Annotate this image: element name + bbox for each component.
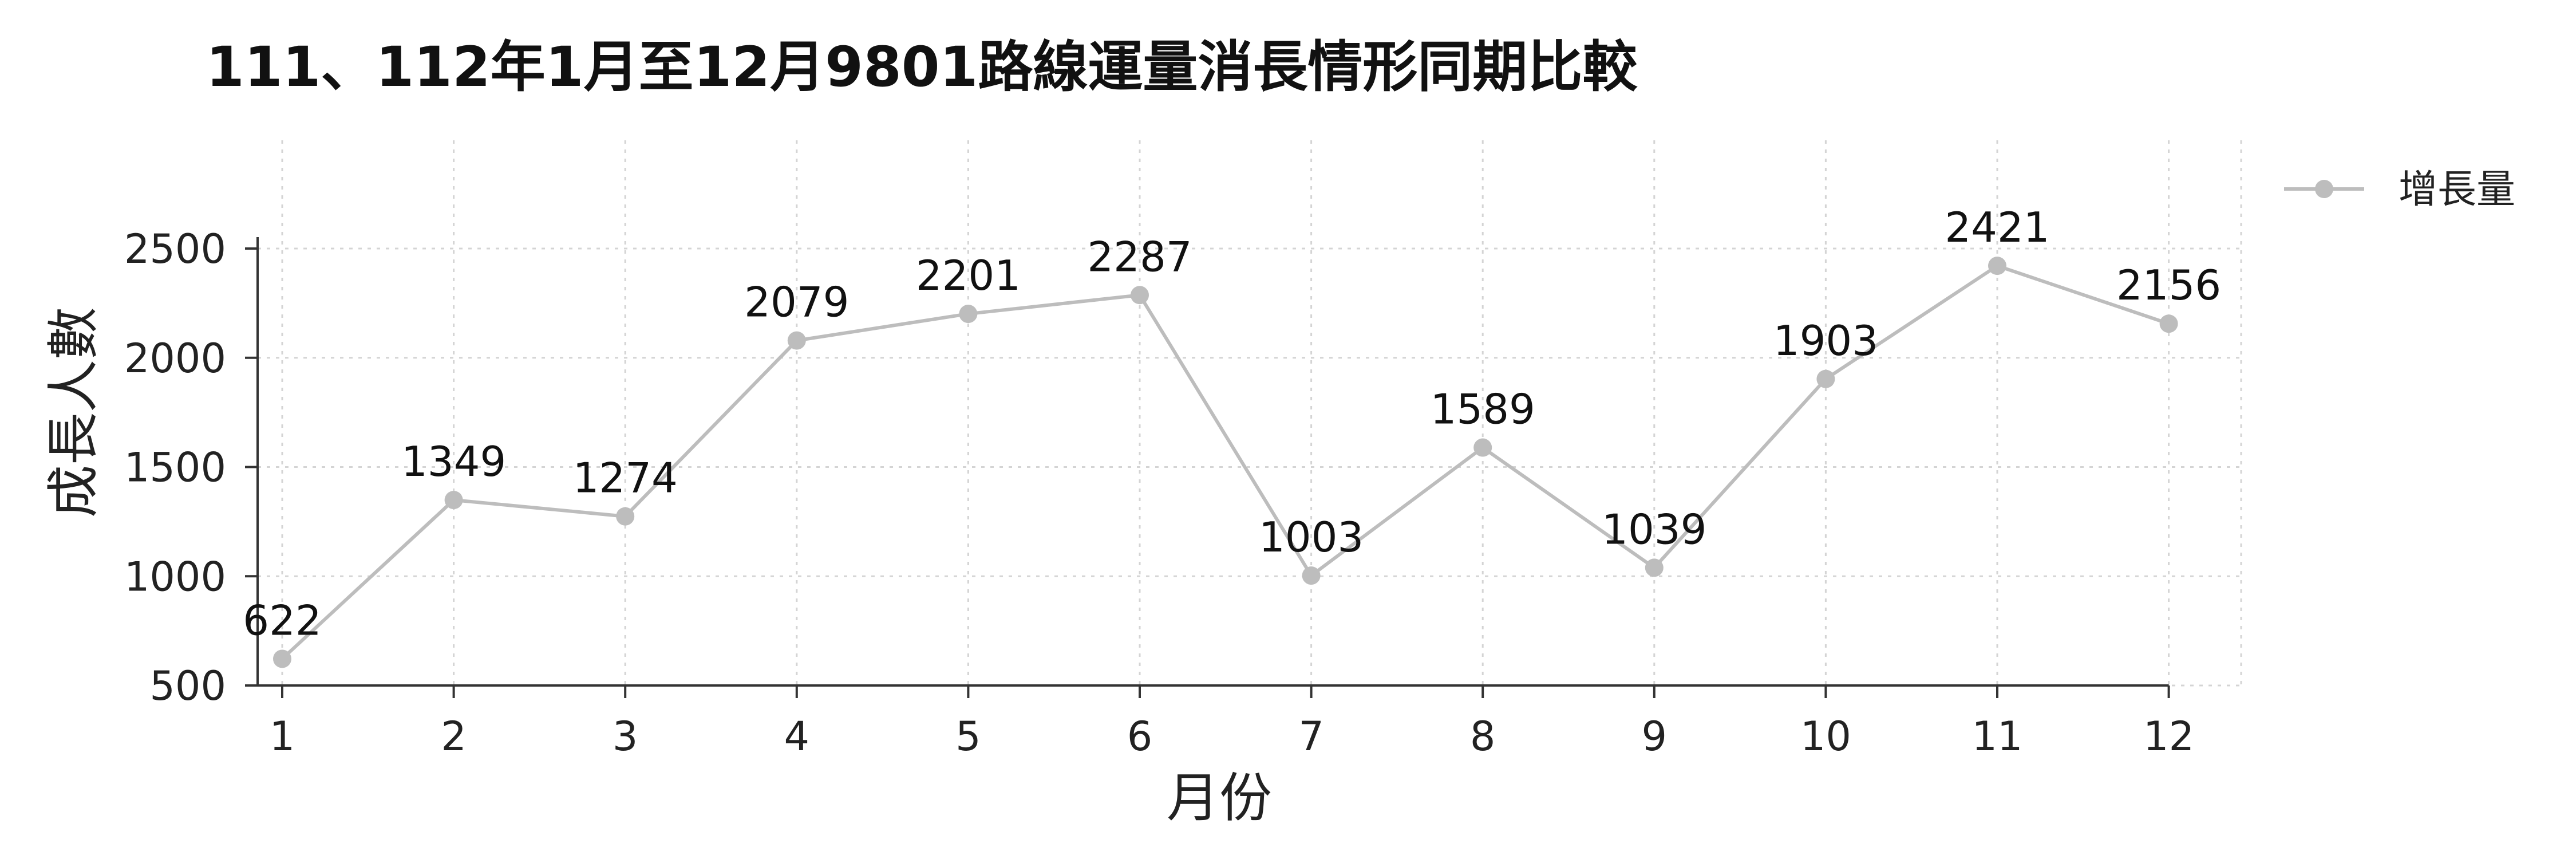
x-tick-label: 4 <box>784 713 810 760</box>
x-tick-label: 3 <box>613 713 638 760</box>
data-point <box>959 305 978 324</box>
y-tick-label: 1500 <box>124 444 226 491</box>
y-axis-label: 成長人數 <box>43 307 104 518</box>
series-layer: 622 1349 1274 2079 2201 2287 1003 1589 1039 1903 2… <box>243 203 2221 668</box>
data-label: 2287 <box>1087 233 1192 281</box>
x-tick-label: 9 <box>1642 713 1668 760</box>
data-point <box>1816 369 1835 388</box>
x-tick-label: 1 <box>270 713 295 760</box>
x-tick-label: 7 <box>1298 713 1324 760</box>
data-label: 1589 <box>1431 385 1535 434</box>
data-label: 1903 <box>1773 317 1878 365</box>
data-label: 1003 <box>1259 513 1364 561</box>
data-point <box>273 649 291 668</box>
legend-label: 增長量 <box>2399 167 2515 212</box>
data-label: 2079 <box>744 278 849 326</box>
x-tick-label: 5 <box>955 713 981 760</box>
data-point <box>1645 558 1664 577</box>
data-point <box>1473 438 1492 457</box>
y-tick-label: 500 <box>149 663 226 710</box>
data-point <box>787 331 806 350</box>
axes <box>245 237 2170 698</box>
data-point <box>1131 286 1149 305</box>
x-axis-label: 月份 <box>1167 767 1272 829</box>
chart-title: 111、112年1月至12月9801路線運量消長情形同期比較 <box>206 35 1638 99</box>
legend: 增長量 <box>2284 167 2515 212</box>
data-label: 1349 <box>401 438 506 486</box>
data-label: 1039 <box>1602 505 1706 553</box>
data-point <box>1302 566 1321 585</box>
data-label: 2156 <box>2116 261 2221 309</box>
data-point <box>2159 314 2178 333</box>
data-point <box>616 507 635 526</box>
y-tick-labels: 500 1000 1500 2000 2500 <box>124 226 226 710</box>
x-tick-label: 6 <box>1127 713 1153 760</box>
x-tick-label: 12 <box>2143 713 2194 760</box>
y-tick-label: 1000 <box>124 553 226 600</box>
legend-marker-swatch <box>2315 180 2333 198</box>
series-line <box>280 263 2170 660</box>
x-tick-label: 11 <box>1971 713 2022 760</box>
y-tick-label: 2500 <box>124 226 226 273</box>
x-tick-label: 2 <box>441 713 467 760</box>
y-tick-label: 2000 <box>124 335 226 382</box>
data-label: 622 <box>243 596 321 644</box>
data-label: 2421 <box>1945 203 2049 251</box>
data-label: 2201 <box>916 251 1021 300</box>
x-tick-label: 8 <box>1470 713 1496 760</box>
x-tick-labels: 1 2 3 4 5 6 7 8 9 10 11 12 <box>270 713 2194 760</box>
data-label: 1274 <box>573 454 678 502</box>
x-tick-label: 10 <box>1800 713 1851 760</box>
data-point <box>1988 257 2006 275</box>
grid-lines <box>258 140 2242 687</box>
data-point <box>444 491 463 510</box>
